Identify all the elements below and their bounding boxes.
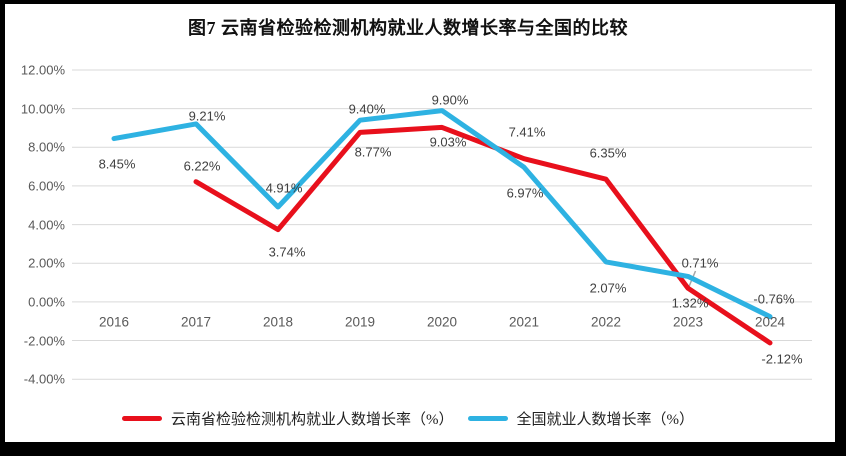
- x-axis-tick-label: 2024: [754, 314, 786, 330]
- data-label: 1.32%: [671, 295, 709, 311]
- window-border-bottom: [0, 442, 846, 456]
- x-axis-tick-label: 2017: [180, 314, 212, 330]
- window-border-top: [0, 0, 846, 4]
- data-label: 7.41%: [508, 124, 546, 140]
- data-label: 9.90%: [431, 92, 469, 108]
- data-label: 6.35%: [589, 145, 627, 161]
- window-border-right: [835, 0, 846, 456]
- data-label: 0.71%: [681, 255, 719, 271]
- data-label: 8.77%: [354, 144, 392, 160]
- y-axis-tick-label: -4.00%: [23, 371, 65, 387]
- y-axis-tick-label: 2.00%: [28, 255, 65, 271]
- x-axis-tick-label: 2023: [672, 314, 704, 330]
- legend-item-yunnan[interactable]: 云南省检验检测机构就业人数增长率（%）: [122, 408, 454, 429]
- x-axis-tick-label: 2019: [344, 314, 376, 330]
- x-axis-tick-label: 2022: [590, 314, 622, 330]
- y-axis-tick-label: 0.00%: [28, 294, 65, 310]
- data-label: 6.97%: [506, 185, 544, 201]
- x-axis-tick-label: 2018: [262, 314, 294, 330]
- data-label: 8.45%: [98, 156, 136, 172]
- data-label: 9.21%: [188, 108, 226, 124]
- y-axis-tick-label: 4.00%: [28, 217, 65, 233]
- data-label: 9.03%: [429, 134, 467, 150]
- data-label: 4.91%: [265, 180, 303, 196]
- data-label: 9.40%: [348, 101, 386, 117]
- legend-label-national: 全国就业人数增长率（%）: [516, 411, 695, 428]
- legend-label-yunnan: 云南省检验检测机构就业人数增长率（%）: [171, 411, 454, 428]
- y-axis-tick-label: 6.00%: [28, 178, 65, 194]
- data-label: -2.12%: [761, 351, 803, 367]
- national-line[interactable]: [111, 108, 773, 320]
- national-line-marker: [467, 415, 508, 421]
- y-axis-tick-label: -2.00%: [23, 333, 65, 349]
- data-label: 3.74%: [268, 244, 306, 260]
- data-label: -0.76%: [753, 291, 795, 307]
- chart-title: 图7 云南省检验检测机构就业人数增长率与全国的比较: [188, 18, 628, 38]
- y-axis-tick-label: 10.00%: [20, 101, 65, 117]
- y-axis-tick-label: 8.00%: [28, 139, 65, 155]
- yunnan-line-marker: [122, 415, 162, 421]
- legend-item-national[interactable]: 全国就业人数增长率（%）: [467, 408, 695, 429]
- legend: 云南省检验检测机构就业人数增长率（%） 全国就业人数增长率（%）: [0, 406, 816, 430]
- x-axis-tick-label: 2021: [508, 314, 540, 330]
- y-axis-tick-label: 12.00%: [20, 62, 65, 78]
- yunnan-line[interactable]: [193, 124, 773, 346]
- x-axis-tick-label: 2020: [426, 314, 458, 330]
- data-label: 2.07%: [589, 280, 627, 296]
- window-border-left: [0, 0, 5, 456]
- data-label: 6.22%: [183, 158, 221, 174]
- x-axis-tick-label: 2016: [98, 314, 130, 330]
